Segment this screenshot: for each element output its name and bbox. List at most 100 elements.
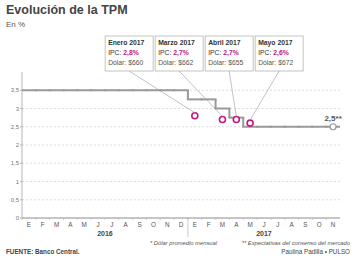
step-segment bbox=[257, 126, 271, 128]
year-label: 2017 bbox=[256, 230, 272, 237]
x-tick bbox=[63, 218, 64, 220]
x-tick-label: M bbox=[54, 221, 59, 228]
leader-line bbox=[229, 71, 236, 116]
point bbox=[192, 113, 198, 119]
credit: Paulina Padilla • PULSO bbox=[281, 248, 350, 255]
grid-line bbox=[22, 90, 340, 91]
step-segment bbox=[188, 98, 202, 100]
x-tick-label: S bbox=[137, 221, 141, 228]
step-segment bbox=[105, 89, 119, 91]
x-tick bbox=[215, 218, 216, 220]
y-tick-label: 0 bbox=[16, 215, 20, 221]
x-tick-label: A bbox=[68, 221, 73, 228]
step-riser bbox=[228, 109, 230, 118]
x-tick-label: O bbox=[317, 221, 322, 228]
x-tick bbox=[243, 218, 244, 220]
year-label: 2016 bbox=[97, 230, 113, 237]
step-segment bbox=[50, 89, 64, 91]
x-tick-label: J bbox=[110, 221, 113, 228]
step-segment bbox=[119, 89, 133, 91]
x-tick bbox=[22, 218, 23, 220]
x-tick bbox=[174, 218, 175, 220]
step-segment bbox=[216, 108, 230, 110]
step-segment bbox=[312, 126, 326, 128]
annotation-ipc-label: IPC: bbox=[208, 49, 221, 56]
x-tick bbox=[257, 218, 258, 220]
grid-line bbox=[22, 218, 340, 219]
x-tick bbox=[229, 218, 230, 220]
x-tick bbox=[104, 218, 105, 220]
y-tick-label: 1,5 bbox=[11, 160, 20, 166]
grid-line bbox=[22, 145, 340, 146]
x-tick-label: A bbox=[124, 221, 129, 228]
x-tick bbox=[118, 218, 119, 220]
x-tick-label: D bbox=[179, 221, 184, 228]
y-tick-label: 3 bbox=[16, 106, 20, 112]
x-tick bbox=[49, 218, 50, 220]
grid-line bbox=[22, 163, 340, 164]
annotation-dolar: Dólar: $660 bbox=[108, 59, 143, 66]
step-segment bbox=[133, 89, 147, 91]
x-tick-label: J bbox=[276, 221, 279, 228]
y-tick-label: 0,5 bbox=[11, 197, 20, 203]
x-tick bbox=[201, 218, 202, 220]
x-tick-label: F bbox=[207, 221, 211, 228]
x-tick bbox=[284, 218, 285, 220]
data-label: 2,5** bbox=[324, 114, 342, 123]
grid-line bbox=[22, 108, 340, 109]
annotation-ipc: IPC:2,7% bbox=[208, 49, 239, 57]
x-tick-label: A bbox=[234, 221, 239, 228]
annotation-ipc-value: 2,7% bbox=[173, 49, 189, 57]
y-tick-label: 2,5 bbox=[11, 124, 20, 130]
annotation-ipc-value: 2,6% bbox=[273, 49, 289, 57]
x-axis bbox=[22, 218, 340, 219]
annotation-dolar: Dólar: $662 bbox=[158, 59, 193, 66]
grid-line bbox=[22, 181, 340, 182]
x-tick bbox=[270, 218, 271, 220]
step-segment bbox=[160, 89, 174, 91]
x-tick-label: N bbox=[331, 221, 336, 228]
annotation-title: Abril 2017 bbox=[208, 39, 241, 46]
x-tick bbox=[312, 218, 313, 220]
annotation-ipc-label: IPC: bbox=[108, 49, 121, 56]
annotation-box bbox=[105, 36, 153, 71]
x-tick-label: E bbox=[27, 221, 31, 228]
grid-line bbox=[22, 199, 340, 200]
x-tick-label: F bbox=[41, 221, 45, 228]
x-tick-label: A bbox=[290, 221, 295, 228]
y-axis bbox=[22, 72, 23, 218]
annotation-dolar: Dólar: $672 bbox=[258, 59, 293, 66]
subtitle: En % bbox=[6, 20, 25, 29]
step-segment bbox=[202, 98, 216, 100]
annotation-ipc: IPC:2,7% bbox=[158, 49, 189, 57]
leader-line bbox=[250, 71, 279, 120]
step-segment bbox=[36, 89, 50, 91]
x-tick-label: M bbox=[220, 221, 225, 228]
source: FUENTE: Banco Central. bbox=[6, 248, 80, 255]
marks bbox=[22, 90, 340, 130]
annotation-ipc-value: 2,7% bbox=[223, 49, 239, 57]
point bbox=[233, 116, 239, 122]
step-riser bbox=[187, 90, 189, 99]
x-tick-label: M bbox=[248, 221, 253, 228]
title: Evolución de la TPM bbox=[6, 3, 128, 17]
x-tick bbox=[298, 218, 299, 220]
step-segment bbox=[91, 89, 105, 91]
grid-line bbox=[22, 126, 340, 127]
step-riser bbox=[242, 118, 244, 127]
step-segment bbox=[77, 89, 91, 91]
leader-line bbox=[179, 71, 222, 116]
footnote: * Dólar promedio mensual bbox=[150, 240, 218, 246]
x-tick-label: M bbox=[82, 221, 87, 228]
x-tick bbox=[326, 218, 327, 220]
x-tick-label: O bbox=[151, 221, 156, 228]
point bbox=[330, 124, 336, 130]
annotation-title: Enero 2017 bbox=[108, 39, 144, 46]
y-tick-label: 1 bbox=[16, 179, 20, 185]
annotation-ipc-label: IPC: bbox=[158, 49, 171, 56]
step-segment bbox=[22, 89, 36, 91]
y-tick-label: 3,5 bbox=[11, 87, 20, 93]
annotation-box bbox=[255, 36, 303, 71]
x-tick-label: S bbox=[303, 221, 307, 228]
x-tick bbox=[35, 218, 36, 220]
